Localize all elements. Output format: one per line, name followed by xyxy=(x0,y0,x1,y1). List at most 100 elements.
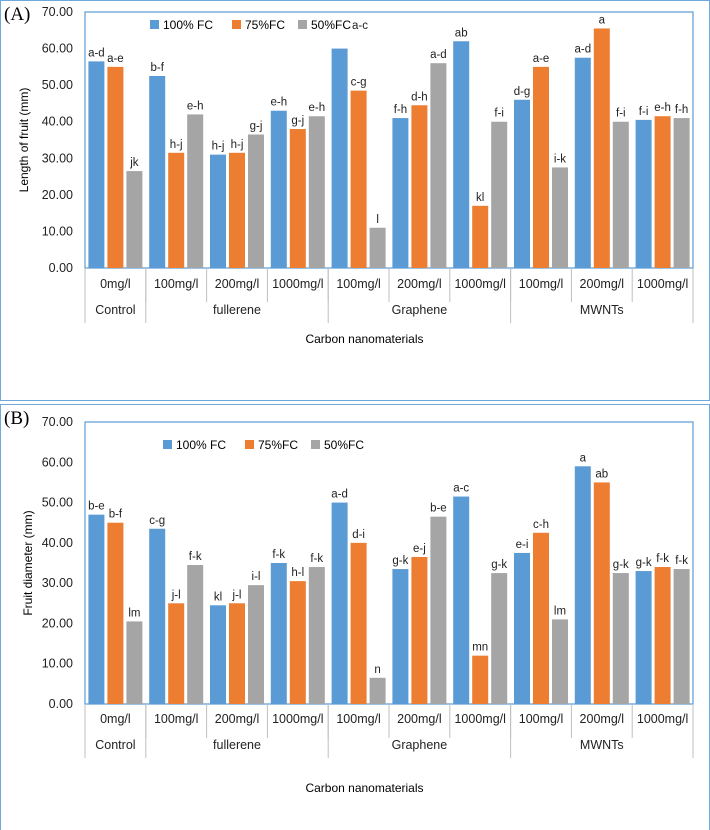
bar-s50 xyxy=(126,621,143,704)
legend-label: 50%FC xyxy=(311,18,351,32)
bar-significance-label: g-k xyxy=(636,557,652,569)
x-tick-label: 100mg/l xyxy=(154,712,198,726)
bar-significance-label: lm xyxy=(554,605,566,617)
bar-significance-label: d-h xyxy=(411,91,428,103)
bar-significance-label: f-k xyxy=(189,551,202,563)
bar-significance-label: a xyxy=(580,452,587,464)
bar-significance-label: c-h xyxy=(533,519,549,531)
bar-s50 xyxy=(308,116,325,268)
bar-s50 xyxy=(369,677,386,704)
bar-significance-label: b-f xyxy=(150,62,164,74)
bar-s75 xyxy=(107,66,124,268)
bar-significance-label: h-j xyxy=(212,141,225,153)
bar-significance-label: f-i xyxy=(494,108,504,120)
bar-significance-label: i-l xyxy=(252,571,261,583)
bar-significance-label: kl xyxy=(214,591,222,603)
bar-significance-label: ab xyxy=(595,468,608,480)
bar-significance-label: a-d xyxy=(331,489,348,501)
bar-s100 xyxy=(392,118,409,268)
bar-s100 xyxy=(574,466,591,704)
bar-s100 xyxy=(453,496,470,704)
bar-significance-label: f-h xyxy=(394,104,407,116)
bar-significance-label: e-h xyxy=(187,100,204,112)
y-tick-label: 10.00 xyxy=(42,224,73,238)
bar-significance-label: a-d xyxy=(430,49,447,61)
bar-significance-label: lm xyxy=(128,607,140,619)
bar-significance-label: c-g xyxy=(149,515,165,527)
y-tick-label: 50.00 xyxy=(42,78,73,92)
x-tick-label: 100mg/l xyxy=(519,712,563,726)
legend: 100% FC 75%FC 50%FC xyxy=(163,438,364,452)
bar-significance-label: a-e xyxy=(533,53,550,65)
x-tick-label: 200mg/l xyxy=(215,712,259,726)
bar-s100 xyxy=(210,605,226,704)
bar-s75 xyxy=(654,567,671,704)
group-label: fullerene xyxy=(213,738,261,752)
bar-significance-label: h-j xyxy=(170,139,183,151)
bar-s50 xyxy=(612,573,629,704)
bar-s75 xyxy=(411,556,428,704)
x-axis-title: Carbon nanomaterials xyxy=(305,332,423,346)
bar-significance-label: f-k xyxy=(272,549,285,561)
x-tick-label: 1000mg/l xyxy=(272,712,323,726)
bar-s50 xyxy=(187,114,204,269)
bar-s50 xyxy=(126,171,143,268)
bar-significance-label: g-k xyxy=(491,559,507,571)
bar-s75 xyxy=(289,129,306,268)
bar-s50 xyxy=(673,569,690,704)
x-tick-label: 200mg/l xyxy=(580,277,624,291)
bar-s75 xyxy=(411,105,428,268)
bar-significance-label: l xyxy=(376,214,379,226)
bar-significance-label: b-e xyxy=(430,503,447,515)
chart-panel-b: (B) 0.00 10.00 20.00 30.00 40.00 50.00 60.00 70.… xyxy=(0,404,710,830)
legend-label: 50%FC xyxy=(324,438,364,452)
bar-s75 xyxy=(654,116,671,268)
y-tick-label: 60.00 xyxy=(42,455,73,469)
y-axis-title: Fruit diameter (mm) xyxy=(21,510,35,615)
group-label: MWNTs xyxy=(580,738,624,752)
x-tick-label: 1000mg/l xyxy=(637,277,688,291)
bar-s75 xyxy=(350,90,367,268)
panel-label: (A) xyxy=(4,4,30,25)
bar-significance-label: kl xyxy=(476,192,484,204)
bar-significance-label: f-k xyxy=(656,553,669,565)
legend-label: 75%FC xyxy=(258,438,298,452)
bar-significance-label: a-c xyxy=(453,483,469,495)
bar-s100 xyxy=(392,569,409,704)
bar-significance-label: a xyxy=(599,14,606,26)
bar-s100 xyxy=(635,119,652,268)
x-tick-label: 100mg/l xyxy=(519,277,563,291)
y-tick-label: 50.00 xyxy=(42,496,73,510)
bar-significance-label: e-h xyxy=(270,97,287,109)
bar-s75 xyxy=(229,152,245,268)
bar-significance-label: j-l xyxy=(171,589,181,601)
bar-significance-label: a-d xyxy=(574,44,591,56)
bar-significance-label: ab xyxy=(455,27,468,39)
x-tick-label: 100mg/l xyxy=(336,712,380,726)
bar-significance-label: jk xyxy=(129,157,139,169)
y-tick-label: 70.00 xyxy=(42,415,73,429)
x-tick-label: 1000mg/l xyxy=(272,277,323,291)
x-tick-label: 200mg/l xyxy=(397,712,441,726)
bar-significance-label: g-j xyxy=(291,115,304,127)
y-tick-label: 10.00 xyxy=(42,657,73,671)
y-tick-label: 0.00 xyxy=(49,261,73,275)
panel-label: (B) xyxy=(4,408,29,429)
x-tick-label: 100mg/l xyxy=(336,277,380,291)
group-label: Control xyxy=(95,738,135,752)
bar-s50 xyxy=(430,63,447,269)
bar-significance-label: f-h xyxy=(675,104,688,116)
bar-significance-label: g-k xyxy=(392,555,408,567)
bar-s100 xyxy=(149,76,166,268)
bar-significance-label: d-i xyxy=(352,529,365,541)
legend-swatch-s75 xyxy=(245,440,254,449)
group-label: MWNTs xyxy=(580,303,624,317)
bar-s100 xyxy=(331,48,348,269)
bar-s50 xyxy=(552,619,568,704)
legend-label: 75%FC xyxy=(245,18,285,32)
bar-s75 xyxy=(107,522,124,704)
bar-significance-label: g-j xyxy=(250,121,263,133)
bar-s75 xyxy=(229,603,245,704)
bar-s75 xyxy=(168,152,185,268)
bar-significance-label: f-k xyxy=(310,553,323,565)
